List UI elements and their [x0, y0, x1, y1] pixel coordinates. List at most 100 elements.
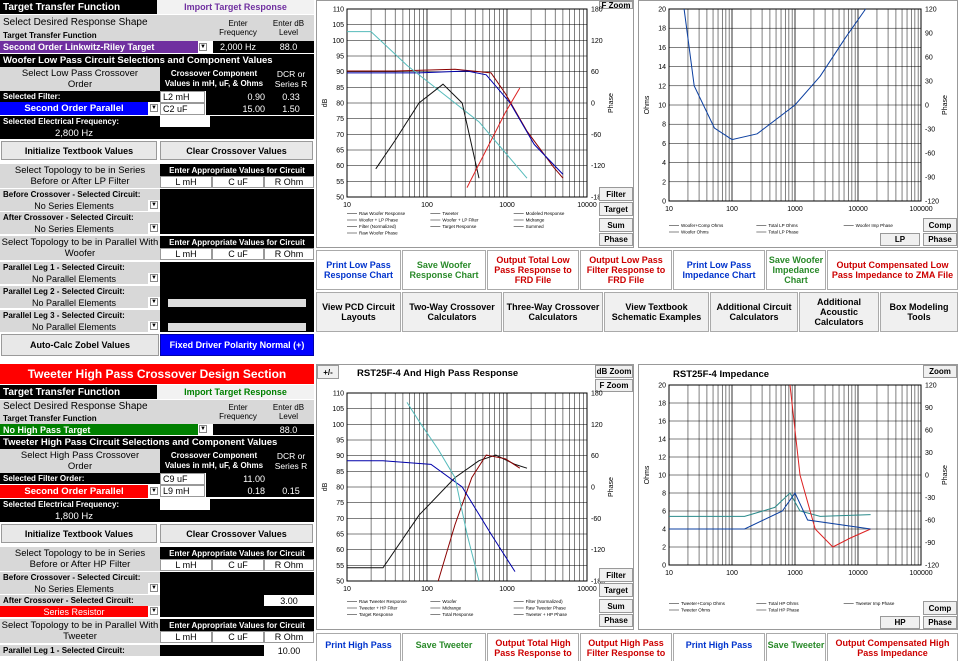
woofer-c2-dcr[interactable]: 1.50 — [268, 103, 314, 115]
woofer-init-button[interactable]: Initialize Textbook Values — [1, 141, 157, 160]
chevron-down-icon[interactable]: ▼ — [150, 487, 158, 495]
additional-acoustic-button[interactable]: Additional Acoustic Calculators — [799, 292, 879, 332]
y-tick-label: 55 — [336, 563, 344, 570]
woofer-filter-select[interactable]: Second Order Parallel — [0, 102, 148, 115]
hp-button-row: Print High Pass Save Tweeter Output Tota… — [316, 633, 958, 661]
woofer-l2-dcr[interactable]: 0.33 — [268, 91, 314, 103]
hp-phase-button[interactable]: Phase — [599, 614, 633, 627]
output-hp-zma-button[interactable]: Output Compensated High Pass Impedance — [827, 633, 958, 661]
print-lp-impedance-button[interactable]: Print Low Pass Impedance Chart — [673, 250, 765, 290]
chevron-down-icon[interactable]: ▼ — [150, 201, 158, 209]
tweeter-c9-dcr[interactable] — [268, 473, 314, 485]
tweeter-filter-select[interactable]: Second Order Parallel — [0, 485, 148, 498]
tweeter-panel: Tweeter High Pass Crossover Design Secti… — [0, 364, 314, 661]
lp-response-panel: F Zoom 10 100 1000 10000 110 105 100 95 90 85 80 75… — [316, 0, 634, 248]
output-lp-zma-button[interactable]: Output Compensated Low Pass Impedance to… — [827, 250, 958, 290]
hp-zoom-button[interactable]: Zoom — [923, 365, 957, 378]
tweeter-freq-input[interactable] — [213, 424, 263, 435]
output-total-hp-frd-button[interactable]: Output Total High Pass Response to — [487, 633, 579, 661]
tweeter-after-select[interactable]: Series Resistor — [0, 606, 148, 617]
hp-dbzoom-button[interactable]: dB Zoom — [595, 365, 633, 378]
woofer-db-input[interactable]: 88.0 — [263, 41, 314, 53]
lp-comp-button[interactable]: Comp — [923, 218, 957, 232]
tweeter-enter-values: Enter Appropriate Values for Circuit — [160, 547, 314, 559]
y-tick-label: 14 — [658, 437, 666, 444]
output-total-lp-frd-button[interactable]: Output Total Low Pass Response to FRD Fi… — [487, 250, 579, 290]
chevron-down-icon[interactable]: ▼ — [150, 274, 158, 282]
hp-filter-button[interactable]: Filter — [599, 568, 633, 582]
lp-fzoom-button[interactable]: F Zoom — [599, 1, 633, 10]
hp-target-button[interactable]: Target — [599, 583, 633, 597]
legend-entry: Modeled Response — [526, 211, 565, 216]
lp-lp-button[interactable]: LP — [880, 233, 920, 246]
print-hp-impedance-button[interactable]: Print High Pass — [673, 633, 765, 661]
chevron-down-icon[interactable]: ▼ — [150, 584, 158, 592]
hp-plusminus-button[interactable]: +/- — [317, 365, 339, 379]
chevron-down-icon[interactable]: ▼ — [150, 607, 158, 615]
woofer-polarity-button[interactable]: Fixed Driver Polarity Normal (+) — [160, 334, 314, 356]
chevron-down-icon[interactable]: ▼ — [150, 322, 158, 330]
print-hp-response-button[interactable]: Print High Pass — [316, 633, 401, 661]
save-tweeter-impedance-button[interactable]: Save Tweeter — [766, 633, 826, 661]
woofer-leg2-select[interactable]: No Parallel Elements — [0, 297, 148, 308]
tweeter-c9-value[interactable]: 11.00 — [206, 473, 268, 485]
chevron-down-icon[interactable]: ▼ — [150, 298, 158, 306]
tweeter-after-r[interactable]: 3.00 — [264, 595, 314, 606]
woofer-zobel-button[interactable]: Auto-Calc Zobel Values — [1, 334, 159, 356]
woofer-target-select[interactable]: Second Order Linkwitz-Riley Target — [0, 41, 198, 53]
woofer-after-select[interactable]: No Series Elements — [0, 223, 148, 234]
view-textbook-button[interactable]: View Textbook Schematic Examples — [604, 292, 709, 332]
tweeter-l9-value[interactable]: 0.18 — [206, 485, 268, 497]
chevron-down-icon[interactable]: ▼ — [150, 224, 158, 232]
view-pcd-button[interactable]: View PCD Circuit Layouts — [316, 292, 401, 332]
lp-sum-button[interactable]: Sum — [599, 218, 633, 232]
woofer-before-select[interactable]: No Series Elements — [0, 200, 148, 211]
save-woofer-response-button[interactable]: Save Woofer Response Chart — [402, 250, 486, 290]
tweeter-before-select[interactable]: No Series Elements — [0, 583, 148, 594]
lp-response-chart: 10 100 1000 10000 110 105 100 95 90 85 80 75 70 65 60 5… — [322, 7, 615, 236]
woofer-c2-value[interactable]: 15.00 — [206, 103, 268, 115]
legend-entry: Total HP Phase — [768, 608, 799, 613]
tweeter-import-button[interactable]: Import Target Response — [157, 385, 314, 399]
lp-filter-button[interactable]: Filter — [599, 187, 633, 201]
save-tweeter-response-button[interactable]: Save Tweeter — [402, 633, 486, 661]
woofer-l2-value[interactable]: 0.90 — [206, 91, 268, 103]
woofer-freq-input[interactable]: 2,000 Hz — [213, 41, 263, 53]
output-hp-filter-frd-button[interactable]: Output High Pass Filter Response to — [580, 633, 672, 661]
two-way-button[interactable]: Two-Way Crossover Calculators — [402, 292, 502, 332]
woofer-leg1-select[interactable]: No Parallel Elements — [0, 273, 148, 284]
tweeter-init-button[interactable]: Initialize Textbook Values — [1, 524, 157, 543]
woofer-import-button[interactable]: Import Target Response — [157, 0, 314, 14]
three-way-button[interactable]: Three-Way Crossover Calculators — [503, 292, 603, 332]
save-woofer-impedance-button[interactable]: Save Woofer Impedance Chart — [766, 250, 826, 290]
chevron-down-icon[interactable]: ▼ — [199, 425, 207, 433]
y2-axis-label: Phase — [608, 477, 615, 497]
woofer-shape-label: Select Desired Response Shape — [0, 15, 213, 29]
tweeter-db-input[interactable]: 88.0 — [263, 424, 314, 435]
chevron-down-icon[interactable]: ▼ — [150, 104, 158, 112]
hp-sum-button[interactable]: Sum — [599, 599, 633, 613]
tweeter-clear-button[interactable]: Clear Crossover Values — [160, 524, 313, 543]
lp-target-button[interactable]: Target — [599, 202, 633, 216]
hp-fzoom-button[interactable]: F Zoom — [595, 379, 633, 392]
output-lp-filter-frd-button[interactable]: Output Low Pass Filter Response to FRD F… — [580, 250, 672, 290]
additional-circuit-button[interactable]: Additional Circuit Calculators — [710, 292, 798, 332]
woofer-clear-button[interactable]: Clear Crossover Values — [160, 141, 313, 160]
tweeter-leg1-r[interactable]: 10.00 — [264, 645, 314, 656]
hp-comp-button[interactable]: Comp — [923, 601, 957, 615]
box-modeling-button[interactable]: Box Modeling Tools — [880, 292, 958, 332]
legend-entry: Tweeter + HP Phase — [526, 612, 568, 617]
chevron-down-icon[interactable]: ▼ — [199, 43, 207, 51]
tweeter-target-select[interactable]: No High Pass Target — [0, 424, 198, 435]
lp-imp-phase-button[interactable]: Phase — [923, 233, 957, 246]
woofer-leg3-select[interactable]: No Parallel Elements — [0, 321, 148, 332]
leg3-scrollbar[interactable] — [168, 323, 306, 331]
tw-leg-block — [160, 645, 264, 656]
y-tick-label: 14 — [658, 64, 666, 71]
lp-phase-button[interactable]: Phase — [599, 233, 633, 246]
leg2-scrollbar[interactable] — [168, 299, 306, 307]
tweeter-l9-dcr[interactable]: 0.15 — [268, 485, 314, 497]
hp-imp-phase-button[interactable]: Phase — [923, 616, 957, 629]
print-lp-response-button[interactable]: Print Low Pass Response Chart — [316, 250, 401, 290]
hp-hp-button[interactable]: HP — [880, 616, 920, 629]
